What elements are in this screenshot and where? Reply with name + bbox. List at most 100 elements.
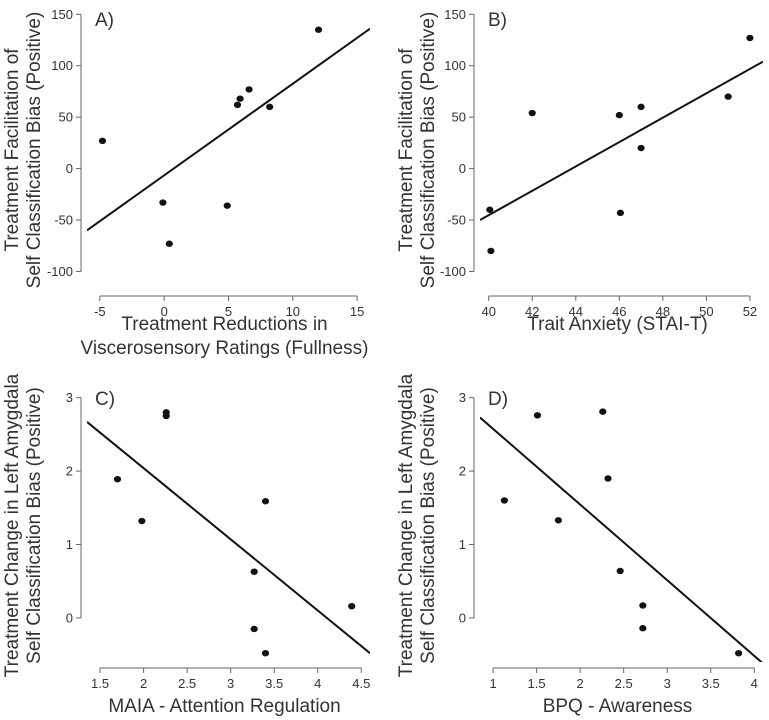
data-point (250, 568, 258, 575)
x-axis-title: Viscerosensory Ratings (Fullness) (81, 338, 369, 359)
y-tick-label: 100 (51, 58, 73, 73)
panel-label: D) (488, 389, 508, 410)
y-tick-label: 1 (459, 537, 466, 552)
x-tick-label: 52 (743, 304, 757, 319)
y-tick-label: -100 (47, 264, 73, 279)
data-point (746, 34, 754, 42)
x-tick-label: 15 (350, 304, 364, 319)
panel-label: A) (95, 10, 114, 31)
y-tick-label: 0 (66, 161, 73, 176)
data-point (500, 497, 508, 504)
y-axis-title: Treatment Change in Left Amygdala (396, 373, 417, 677)
x-tick-label: 3 (227, 676, 234, 691)
x-axis-title: Trait Anxiety (STAI-T) (527, 314, 708, 335)
data-point (138, 517, 146, 525)
data-point (223, 202, 231, 209)
data-point (236, 95, 244, 102)
y-tick-label: -100 (440, 264, 466, 279)
regression-line (480, 60, 763, 221)
data-point (533, 412, 542, 419)
regression-line (87, 421, 370, 654)
x-tick-label: 50 (699, 304, 713, 319)
data-point (486, 206, 494, 213)
x-tick-label: 40 (481, 304, 495, 319)
x-tick-label: 1.5 (91, 676, 109, 691)
data-point (113, 475, 122, 483)
data-point (487, 247, 495, 255)
data-point (637, 144, 645, 152)
data-point (604, 475, 612, 482)
x-axis-title: BPQ - Awareness (543, 696, 693, 717)
y-tick-label: 2 (459, 464, 466, 479)
data-point (735, 649, 743, 657)
y-tick-label: 3 (66, 390, 73, 405)
data-point (528, 109, 536, 117)
x-tick-label: 44 (569, 304, 583, 319)
data-point (233, 101, 242, 109)
y-tick-label: -50 (447, 213, 466, 228)
data-point (599, 408, 607, 415)
data-point (165, 240, 173, 247)
y-tick-label: 100 (444, 58, 466, 73)
y-axis-title: Self Classification Bias (Positive) (418, 12, 439, 289)
panel-b: -100 -50 0 50 100 150 40 42 44 46 48 50 52 B) Trait An… (396, 7, 763, 335)
x-tick-label: 2.5 (178, 676, 196, 691)
data-point (162, 412, 170, 420)
y-axis-title: Treatment Facilitation of (396, 48, 417, 252)
y-tick-label: 150 (51, 7, 73, 22)
data-point (250, 625, 258, 633)
data-point (615, 111, 623, 119)
y-tick-label: 0 (459, 161, 466, 176)
data-point (98, 137, 107, 145)
data-point (554, 517, 562, 524)
y-axis-title: Self Classification Bias (Positive) (418, 387, 439, 664)
data-point (261, 498, 270, 505)
panel-c: 0 1 2 3 1.5 2 2.5 3 3.5 4 4.5 C) MAIA - Attention Re… (2, 373, 370, 717)
data-point (348, 603, 356, 610)
x-tick-label: 4 (314, 676, 321, 691)
x-tick-label: 46 (612, 304, 626, 319)
y-axis-title: Treatment Facilitation of (2, 48, 23, 252)
x-axis-title: Treatment Reductions in (121, 314, 327, 335)
y-tick-label: 2 (66, 464, 73, 479)
data-point (314, 26, 323, 33)
x-tick-label: 1.5 (528, 676, 546, 691)
data-point (724, 93, 732, 100)
data-point (639, 625, 647, 632)
x-tick-label: -5 (94, 304, 106, 319)
panel-label: B) (488, 10, 507, 31)
x-tick-label: 2.5 (615, 676, 633, 691)
y-tick-label: 150 (444, 7, 466, 22)
data-point (266, 103, 274, 111)
y-tick-label: 0 (66, 610, 73, 625)
y-tick-label: 50 (452, 110, 466, 125)
y-tick-label: 0 (459, 610, 466, 625)
y-tick-label: 50 (59, 110, 73, 125)
y-tick-label: -50 (54, 213, 73, 228)
y-axis-title: Self Classification Bias (Positive) (24, 387, 45, 664)
x-tick-label: 3.5 (702, 676, 720, 691)
x-tick-label: 3.5 (265, 676, 283, 691)
data-point (245, 86, 253, 93)
data-point (616, 209, 625, 217)
y-tick-label: 1 (66, 537, 73, 552)
panel-label: C) (95, 389, 115, 410)
data-point (639, 602, 647, 609)
x-tick-label: 48 (656, 304, 670, 319)
data-point (261, 649, 270, 657)
data-point (637, 103, 645, 111)
x-tick-label: 1 (489, 676, 496, 691)
x-tick-label: 4 (751, 676, 758, 691)
y-tick-label: 3 (459, 390, 466, 405)
panel-d: 0 1 2 3 1 1.5 2 2.5 3 3.5 4 D) BPQ - Awareness Treatm… (396, 373, 763, 717)
x-tick-label: 3 (664, 676, 671, 691)
x-tick-label: 5 (225, 304, 232, 319)
x-tick-label: 4.5 (352, 676, 370, 691)
x-tick-label: 2 (577, 676, 584, 691)
x-tick-label: 2 (140, 676, 147, 691)
data-point (159, 199, 167, 206)
regression-line (480, 416, 763, 662)
x-axis-title: MAIA - Attention Regulation (108, 696, 340, 717)
y-axis-title: Treatment Change in Left Amygdala (2, 373, 23, 677)
